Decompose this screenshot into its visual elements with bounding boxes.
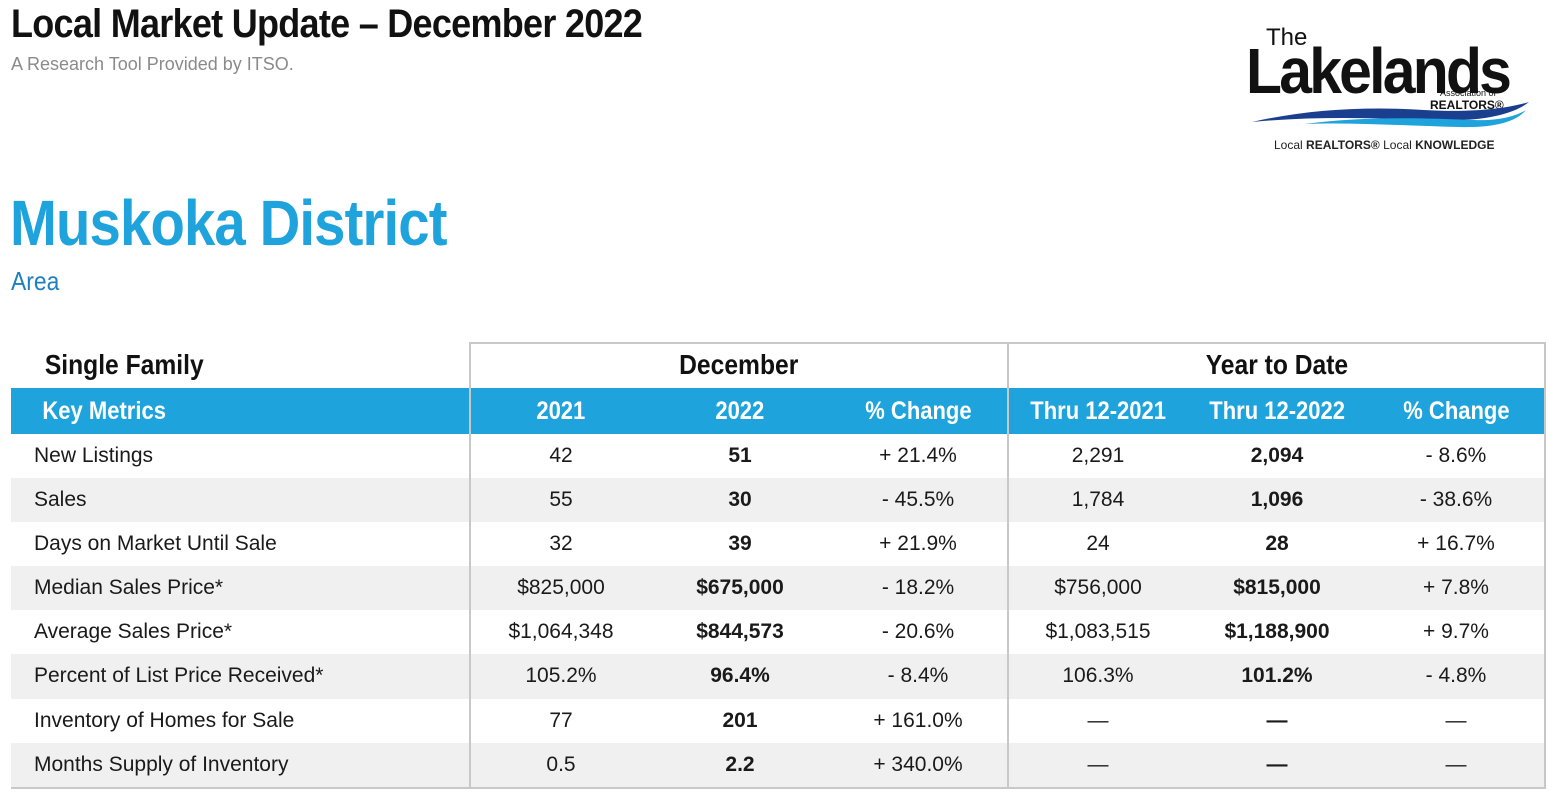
table-body: New Listings 42 51 + 21.4% 2,291 2,094 - 8.6% S… [11,434,1546,787]
table-divider [11,787,1546,789]
column-header: % Change [864,396,972,425]
table-cell: $756,000 [1054,576,1142,600]
page-subtitle: A Research Tool Provided by ITSO. [11,54,294,74]
table-row: New Listings 42 51 + 21.4% 2,291 2,094 - 8.6% [11,434,1546,478]
table-row: Sales 55 30 - 45.5% 1,784 1,096 - 38.6% [11,478,1546,523]
table-cell: 42 [549,444,573,467]
table-cell: - 4.8% [1425,664,1487,688]
metric-label: Inventory of Homes for Sale [34,708,295,732]
page-title: Local Market Update – December 2022 [11,2,643,46]
logo-wave-icon [1252,102,1529,128]
table-cell: 55 [549,488,573,512]
table-cell: 2,094 [1250,444,1304,467]
table-cell: 39 [728,532,752,556]
table-cell: 32 [549,532,573,556]
region-name: Muskoka District [10,187,447,259]
table-divider [1544,342,1546,789]
logo-realtors: REALTORS® [1430,98,1504,112]
table-row: Percent of List Price Received* 105.2% 96.… [11,654,1546,699]
metric-label: New Listings [34,444,154,467]
metric-label: Median Sales Price* [34,576,224,600]
table-cell: $1,064,348 [508,620,614,644]
table-cell: $825,000 [517,576,605,600]
table-cell: + 21.9% [879,532,957,556]
table-cell: 1,096 [1250,488,1304,512]
table-group-row: Single Family December Year to Date [11,342,1546,388]
table-cell: $1,188,900 [1224,620,1330,644]
table-row: Days on Market Until Sale 32 39 + 21.9% 24 28… [11,522,1546,566]
table-cell: - 8.6% [1425,444,1487,467]
group-month-label: December [679,349,799,380]
table-cell: 96.4% [710,664,770,688]
table-divider [469,342,1546,344]
table-cell: + 16.7% [1417,532,1495,556]
table-cell: $815,000 [1233,576,1321,600]
table-cell: — [1445,752,1467,776]
table-header-row: Key Metrics 2021 2022 % Change Thru 12-2… [11,388,1546,434]
table-row: Inventory of Homes for Sale 77 201 + 161.0%… [11,699,1546,743]
column-header: Key Metrics [42,396,166,425]
group-ytd-label: Year to Date [1205,349,1349,380]
table-cell: - 38.6% [1419,488,1493,512]
column-header: Thru 12-2022 [1209,396,1345,425]
table-cell: — [1266,708,1288,732]
table-cell: 77 [549,708,573,732]
logo-name: Lakelands [1246,35,1512,107]
table-cell: - 45.5% [881,488,955,512]
lakelands-logo: The Lakelands Association of REALTORS® L… [1244,20,1544,158]
table-row: Average Sales Price* $1,064,348 $844,573 - … [11,610,1546,654]
column-header: 2022 [715,396,765,425]
table-cell: 201 [722,708,758,732]
metric-label: Percent of List Price Received* [34,664,324,688]
table-cell: 106.3% [1062,664,1134,688]
table-cell: - 18.2% [881,576,955,600]
table-cell: 24 [1086,532,1110,556]
metrics-table: Single Family December Year to Date Key … [11,342,1546,789]
metric-label: Days on Market Until Sale [34,532,277,556]
column-header: 2021 [536,396,586,425]
table-cell: 28 [1265,532,1289,556]
column-header: % Change [1402,396,1510,425]
property-type-label: Single Family [44,349,204,380]
logo-assoc: Association of [1440,88,1497,98]
table-cell: 101.2% [1241,664,1313,688]
table-cell: + 7.8% [1423,576,1489,600]
table-row: Median Sales Price* $825,000 $675,000 - 18.… [11,566,1546,611]
table-cell: $1,083,515 [1045,620,1151,644]
table-cell: + 9.7% [1423,620,1489,644]
table-cell: — [1087,752,1109,776]
table-cell: 105.2% [525,664,597,688]
table-cell: 51 [728,444,752,467]
table-divider [1007,342,1009,789]
table-cell: $844,573 [696,620,784,644]
column-header: Thru 12-2021 [1030,396,1166,425]
table-cell: 2,291 [1071,444,1125,467]
table-cell: - 20.6% [881,620,955,644]
region-type: Area [11,266,60,296]
table-cell: — [1266,752,1288,776]
table-cell: 1,784 [1071,488,1125,512]
metric-label: Average Sales Price* [34,620,233,644]
logo-the: The [1266,24,1308,51]
table-cell: + 21.4% [879,444,957,467]
table-cell: $675,000 [696,576,784,600]
metric-label: Sales [34,488,87,512]
table-cell: + 161.0% [873,708,963,732]
metric-label: Months Supply of Inventory [34,752,289,776]
table-cell: 0.5 [546,752,576,776]
logo-tagline: Local REALTORS® Local KNOWLEDGE [1274,138,1495,152]
table-row: Months Supply of Inventory 0.5 2.2 + 340.0%… [11,742,1546,787]
table-cell: 2.2 [725,752,755,776]
table-cell: 30 [728,488,752,512]
table-cell: - 8.4% [887,664,949,688]
table-divider [469,342,471,789]
table-cell: — [1087,708,1109,732]
table-cell: — [1445,708,1467,732]
table-cell: + 340.0% [873,752,963,776]
